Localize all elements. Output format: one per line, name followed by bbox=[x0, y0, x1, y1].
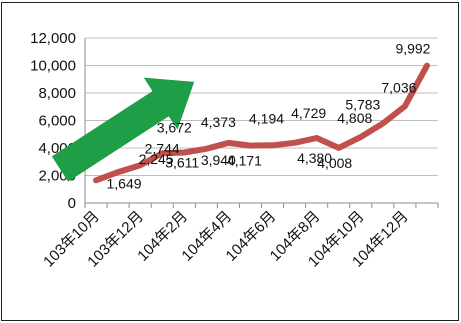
trend-arrow-shape bbox=[51, 77, 195, 182]
data-label: 3,672 bbox=[157, 120, 192, 136]
data-point bbox=[204, 146, 209, 151]
data-point bbox=[314, 135, 319, 140]
y-tick-label: 10,000 bbox=[30, 58, 76, 75]
data-point bbox=[138, 163, 143, 168]
series-line bbox=[93, 62, 430, 184]
data-point bbox=[380, 121, 385, 126]
data-point bbox=[116, 170, 121, 175]
data-point bbox=[94, 178, 99, 183]
y-tick-label: 8,000 bbox=[38, 85, 76, 102]
line-chart: 02,0004,0006,0008,00010,00012,000103年10月… bbox=[30, 30, 439, 271]
data-label: 2,245 bbox=[139, 151, 174, 167]
data-label: 1,649 bbox=[107, 175, 142, 191]
data-point bbox=[248, 143, 253, 148]
data-point bbox=[424, 63, 429, 68]
data-label: 9,992 bbox=[395, 41, 430, 57]
data-label: 2,744 bbox=[145, 140, 180, 156]
data-point bbox=[292, 140, 297, 145]
data-point bbox=[182, 150, 187, 155]
data-point bbox=[402, 104, 407, 109]
data-label: 4,729 bbox=[291, 105, 326, 121]
data-label: 4,171 bbox=[227, 153, 262, 169]
data-point bbox=[226, 140, 231, 145]
data-label: 4,194 bbox=[249, 110, 284, 126]
data-point bbox=[270, 143, 275, 148]
data-label: 4,373 bbox=[201, 114, 236, 130]
data-point bbox=[160, 151, 165, 156]
data-label: 4,808 bbox=[337, 110, 372, 126]
data-label: 3,611 bbox=[165, 154, 199, 170]
data-label: 4,008 bbox=[317, 155, 352, 171]
y-tick-label: 6,000 bbox=[38, 113, 76, 130]
data-point bbox=[358, 134, 363, 139]
data-label: 7,036 bbox=[381, 79, 416, 95]
data-label: 3,940 bbox=[201, 152, 236, 168]
y-tick-label: 0 bbox=[68, 195, 76, 212]
trend-arrow-icon bbox=[51, 77, 195, 182]
data-label: 5,783 bbox=[345, 96, 380, 112]
data-point bbox=[336, 145, 341, 150]
data-label: 4,380 bbox=[297, 150, 332, 166]
y-tick-label: 12,000 bbox=[30, 30, 76, 47]
